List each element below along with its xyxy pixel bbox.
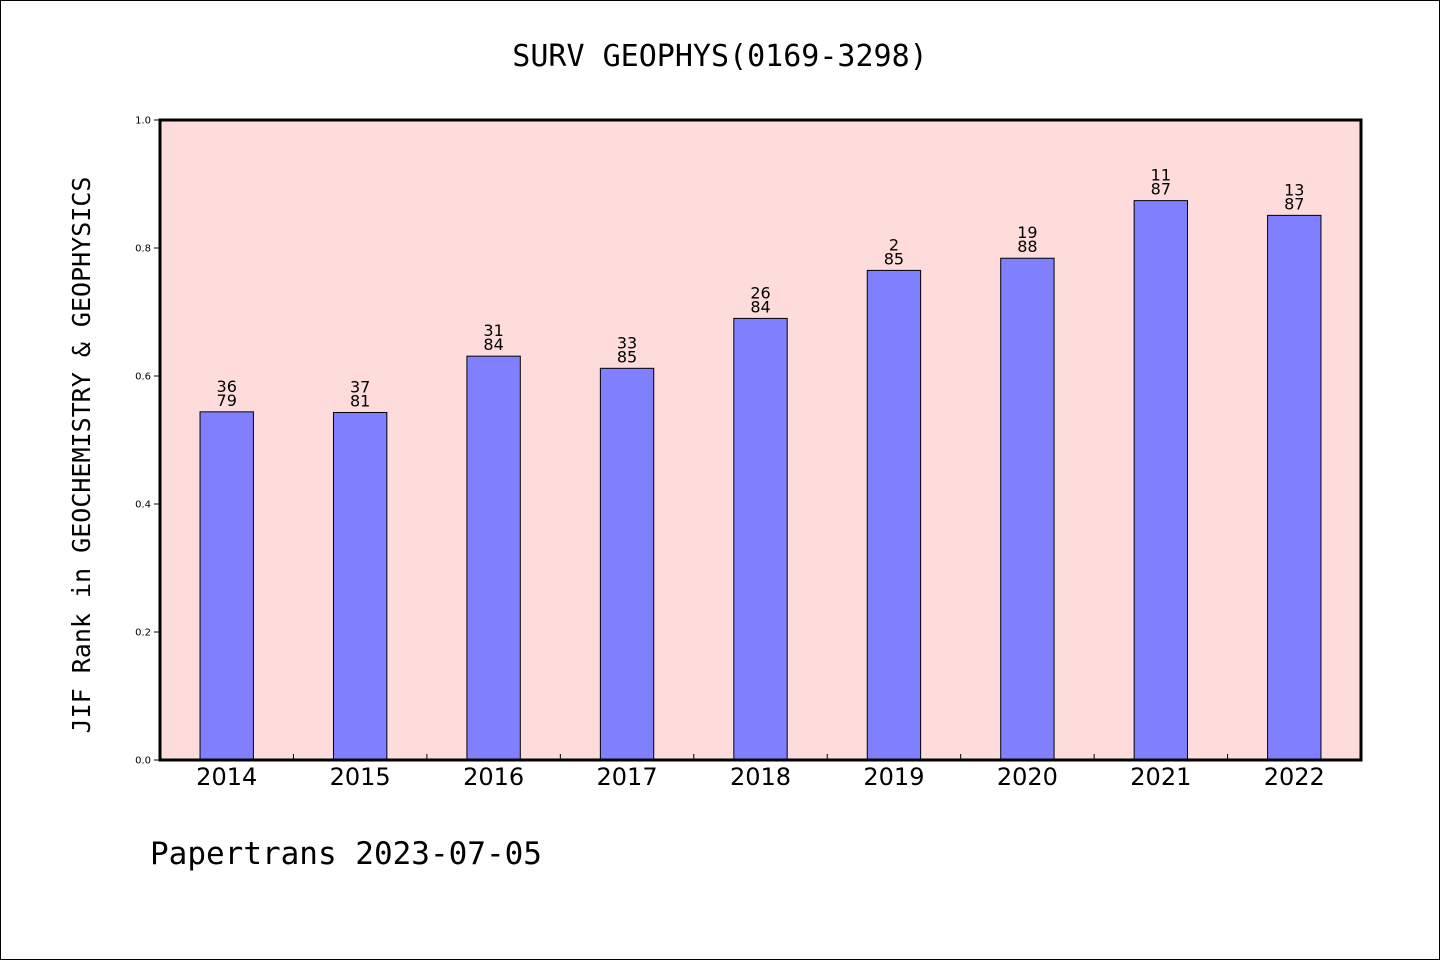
- x-tick-label-2020: 2020: [997, 763, 1058, 791]
- data-label-total-2020: 88: [1017, 237, 1037, 256]
- data-label-total-2021: 87: [1151, 180, 1171, 199]
- x-tick-label-2017: 2017: [597, 763, 658, 791]
- data-label-rank-2016: 31: [483, 321, 503, 340]
- data-label-total-2016: 84: [483, 335, 503, 354]
- bar-2017: [599, 367, 655, 761]
- data-label-rank-2015: 37: [350, 377, 370, 396]
- bar-2015: [332, 411, 388, 761]
- bar-2018: [733, 317, 788, 761]
- y-axis-label: JIF Rank in GEOCHEMISTRY & GEOPHYSICS: [67, 177, 96, 734]
- x-tick-label-2018: 2018: [730, 763, 791, 791]
- data-label-total-2014: 79: [217, 391, 237, 410]
- y-tick-label-0.2: 0.2: [135, 628, 151, 639]
- data-label-total-2019: 85: [884, 249, 904, 268]
- y-axis: 0.0 0.2 0.4 0.6 0.8 1.0: [135, 116, 160, 767]
- x-axis: 2014 2015 2016 2017 2018 2019 2020 2021 2022: [196, 754, 1325, 791]
- data-label-rank-2019: 2: [889, 235, 899, 254]
- x-tick-label-2021: 2021: [1130, 763, 1191, 791]
- x-tick-label-2016: 2016: [463, 763, 524, 791]
- y-tick-label-1.0: 1.0: [135, 116, 151, 127]
- y-tick-label-0.0: 0.0: [135, 756, 151, 767]
- data-label-rank-2020: 19: [1017, 223, 1037, 242]
- data-label-rank-2014: 36: [217, 377, 237, 396]
- data-label-total-2015: 81: [350, 391, 370, 410]
- x-tick-label-2019: 2019: [863, 763, 924, 791]
- bar-2020: [1000, 257, 1055, 761]
- plot-border: [158, 118, 1363, 762]
- bar-2022: [1267, 214, 1322, 761]
- y-tick-label-0.8: 0.8: [135, 244, 151, 255]
- bar-2019: [866, 269, 922, 761]
- data-label-total-2017: 85: [617, 347, 637, 366]
- data-label-rank-2021: 11: [1151, 166, 1171, 185]
- bars-group: [199, 200, 1322, 761]
- x-tick-label-2022: 2022: [1264, 763, 1325, 791]
- y-tick-label-0.4: 0.4: [135, 500, 151, 511]
- data-label-rank-2018: 26: [750, 283, 770, 302]
- data-label-rank-2017: 33: [617, 333, 637, 352]
- data-label-total-2018: 84: [750, 297, 770, 316]
- x-tick-label-2015: 2015: [330, 763, 391, 791]
- data-label-total-2022: 87: [1284, 194, 1304, 213]
- bar-2014: [199, 411, 254, 761]
- data-label-rank-2022: 13: [1284, 180, 1304, 199]
- x-tick-label-2014: 2014: [196, 763, 257, 791]
- y-tick-label-0.6: 0.6: [135, 372, 151, 383]
- footer-text: Papertrans 2023-07-05: [150, 836, 542, 872]
- bar-2021: [1133, 200, 1189, 761]
- chart-title: SURV GEOPHYS(0169-3298): [512, 39, 927, 74]
- bar-2016: [466, 355, 521, 761]
